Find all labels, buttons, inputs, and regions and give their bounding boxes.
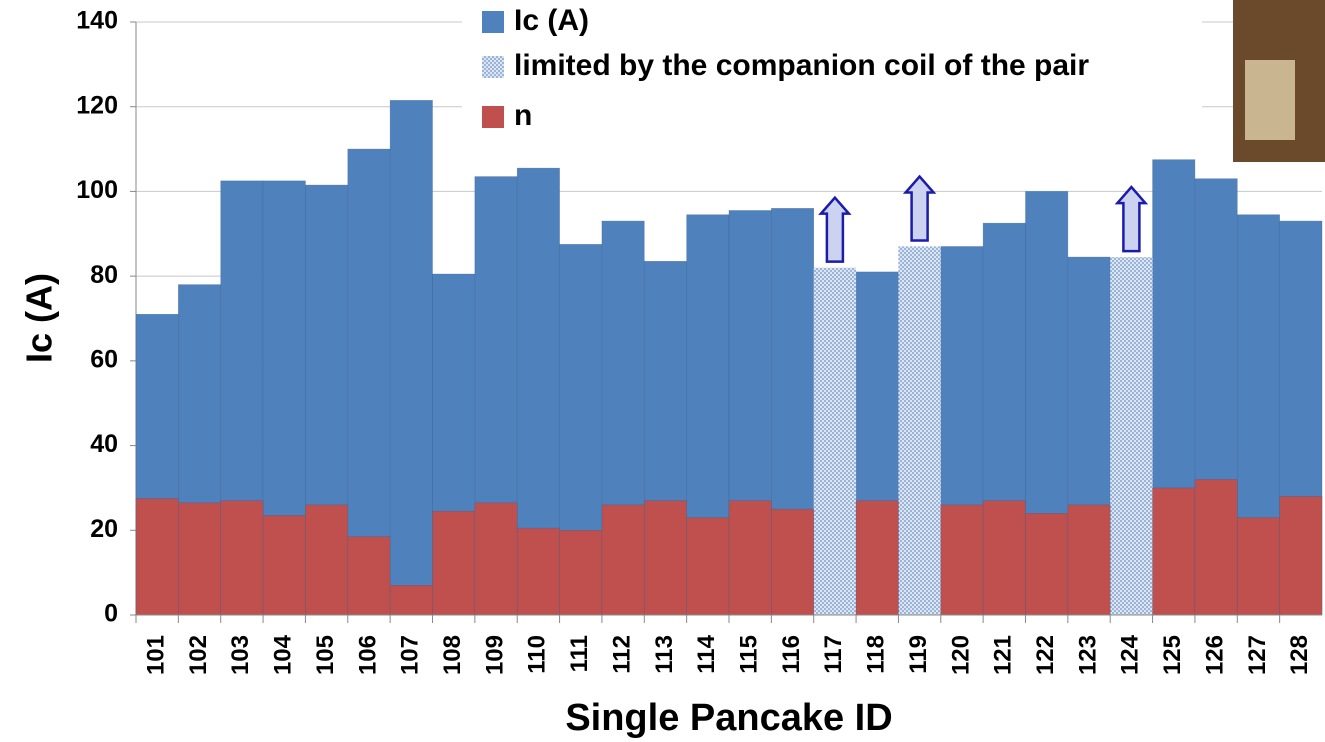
legend-label: Ic (A) [514, 4, 589, 37]
legend-box [462, 0, 1202, 140]
x-tick-label: 112 [608, 635, 635, 674]
bar [982, 500, 1026, 616]
y-tick-label: 120 [76, 91, 118, 119]
x-tick-label: 117 [820, 635, 847, 674]
x-tick-label: 113 [651, 635, 678, 674]
legend-label: n [514, 99, 532, 132]
x-tick-label: 102 [185, 635, 212, 675]
x-tick-label: 103 [227, 635, 254, 675]
bar [771, 508, 815, 616]
x-tick-label: 114 [693, 634, 720, 673]
x-tick-label: 122 [1032, 635, 1059, 675]
bar [813, 267, 857, 615]
x-tick-label: 108 [439, 635, 466, 675]
y-tick-label: 60 [90, 345, 118, 373]
y-tick-label: 100 [76, 176, 118, 204]
y-tick-label: 20 [90, 515, 118, 543]
x-tick-label: 126 [1201, 635, 1228, 675]
bar [432, 510, 476, 616]
bar [305, 504, 349, 616]
bar [262, 515, 306, 616]
bar [728, 500, 772, 616]
x-tick-label: 125 [1159, 635, 1186, 675]
y-tick-label: 40 [90, 430, 118, 458]
x-tick-label: 127 [1244, 635, 1271, 675]
x-tick-label: 121 [990, 635, 1017, 675]
x-tick-label: 110 [524, 635, 551, 674]
y-tick-label: 140 [76, 7, 118, 35]
bar [474, 502, 518, 616]
bar [1279, 496, 1323, 616]
x-tick-label: 116 [778, 635, 805, 674]
bar [1025, 513, 1069, 616]
y-axis-label: Ic (A) [19, 273, 60, 363]
bar [559, 529, 603, 616]
legend-swatch [482, 56, 504, 78]
bar [516, 527, 560, 616]
x-axis-label: Single Pancake ID [565, 697, 892, 739]
bar [1194, 479, 1238, 616]
bar [1236, 517, 1280, 616]
x-tick-label: 123 [1074, 635, 1101, 675]
x-tick-label: 124 [1117, 634, 1144, 675]
x-tick-label: 104 [270, 634, 297, 675]
bar [686, 517, 730, 616]
x-tick-label: 120 [947, 635, 974, 675]
bar [178, 502, 222, 616]
x-tick-label: 111 [566, 635, 593, 672]
x-tick-label: 107 [397, 635, 424, 675]
x-tick-label: 109 [481, 635, 508, 675]
bar [898, 246, 941, 615]
x-tick-label: 118 [863, 635, 890, 674]
bar [389, 100, 433, 616]
bar [601, 504, 645, 616]
x-tick-label: 115 [736, 635, 763, 674]
bar [1152, 487, 1196, 616]
bar [855, 500, 899, 616]
legend-swatch [482, 106, 504, 128]
legend-label: limited by the companion coil of the pai… [514, 49, 1089, 82]
bar [643, 500, 687, 616]
y-tick-label: 80 [90, 261, 118, 289]
bar [389, 585, 433, 616]
arrow [818, 195, 852, 263]
arrow [902, 174, 937, 242]
bar [1067, 504, 1111, 616]
bar [135, 498, 179, 616]
arrow [1114, 185, 1149, 253]
legend-swatch [482, 11, 504, 33]
y-tick-label: 0 [104, 600, 118, 628]
x-tick-label: 106 [354, 635, 381, 675]
x-tick-label: 101 [143, 635, 170, 675]
x-tick-label: 105 [312, 635, 339, 675]
bar [940, 504, 984, 616]
x-tick-label: 128 [1286, 635, 1313, 675]
bar [220, 500, 264, 616]
photo-detail [1245, 60, 1295, 140]
bar [347, 536, 391, 616]
bar [1110, 257, 1153, 615]
x-tick-label: 119 [905, 635, 932, 674]
